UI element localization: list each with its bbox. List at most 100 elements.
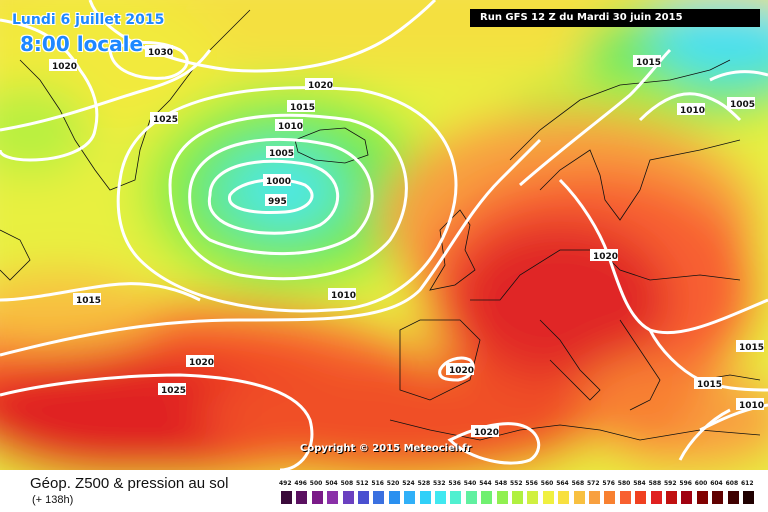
isobar-1010-ne bbox=[638, 92, 742, 122]
legend-swatch bbox=[635, 491, 647, 504]
legend-tick: 592 bbox=[664, 480, 677, 487]
legend-tick: 576 bbox=[602, 480, 615, 487]
legend-swatch bbox=[696, 491, 708, 504]
legend-tick: 492 bbox=[279, 480, 292, 487]
isobar-1020-main bbox=[0, 138, 542, 357]
isobar-1020-west bbox=[0, 18, 99, 162]
scandinavia-coast bbox=[509, 59, 741, 221]
legend-tick: 612 bbox=[741, 480, 754, 487]
legend-swatch bbox=[558, 491, 570, 504]
isobar-label: 1010 bbox=[680, 106, 705, 116]
isobar-label: 1025 bbox=[161, 386, 186, 396]
legend-tick: 596 bbox=[679, 480, 692, 487]
legend-tick: 532 bbox=[433, 480, 446, 487]
isobar-1005-ne bbox=[709, 70, 768, 82]
legend-tick: 512 bbox=[356, 480, 369, 487]
legend-swatch bbox=[512, 491, 523, 504]
legend-tick: 500 bbox=[309, 480, 323, 487]
isobar-label: 1025 bbox=[153, 115, 178, 125]
isobar-1005 bbox=[188, 137, 374, 256]
isobar-label: 1020 bbox=[308, 81, 333, 91]
legend-swatch bbox=[666, 491, 677, 504]
africa-coast bbox=[389, 419, 761, 441]
legend-swatch bbox=[712, 491, 724, 504]
legend-swatch bbox=[542, 491, 554, 504]
weather-map: 1020 1030 1025 1020 1015 1010 1005 1000 … bbox=[0, 0, 768, 470]
legend-swatch bbox=[435, 491, 446, 504]
legend-swatch bbox=[589, 491, 600, 504]
legend-tick: 496 bbox=[294, 480, 307, 487]
legend-swatch bbox=[404, 491, 416, 504]
legend-swatch bbox=[342, 491, 354, 504]
legend-swatch bbox=[619, 491, 631, 504]
legend-tick: 588 bbox=[648, 480, 662, 487]
legend-swatch bbox=[419, 491, 431, 504]
isobar-1030 bbox=[108, 41, 189, 80]
isobar-1010 bbox=[168, 113, 408, 281]
legend-tick: 580 bbox=[617, 480, 631, 487]
isobar-1025-main bbox=[0, 373, 314, 470]
legend-tick: 556 bbox=[525, 480, 538, 487]
legend-swatch bbox=[527, 491, 539, 504]
isobar-label: 1010 bbox=[331, 291, 356, 301]
legend-swatch bbox=[481, 491, 493, 504]
legend-tick: 520 bbox=[386, 480, 400, 487]
legend-swatch bbox=[465, 491, 477, 504]
legend-tick: 548 bbox=[494, 480, 508, 487]
isobar-label: 1015 bbox=[290, 103, 315, 113]
legend-tick: 604 bbox=[710, 480, 723, 487]
uk-coast bbox=[429, 209, 476, 291]
legend-tick: 536 bbox=[448, 480, 461, 487]
legend-range: (+ 138h) bbox=[32, 494, 74, 506]
isobar-label: 1020 bbox=[52, 62, 77, 72]
legend-swatch bbox=[388, 491, 400, 504]
legend-swatch bbox=[296, 491, 308, 504]
isobar-label: 1020 bbox=[474, 428, 499, 438]
legend-tick: 572 bbox=[587, 480, 600, 487]
forecast-hour: 8:00 locale bbox=[20, 32, 144, 56]
legend-tick: 528 bbox=[417, 480, 431, 487]
canada-coast bbox=[0, 229, 31, 281]
legend-tick: 608 bbox=[725, 480, 739, 487]
legend-tick: 504 bbox=[325, 480, 338, 487]
isobar-label: 1015 bbox=[76, 296, 101, 306]
isobar-1020-east bbox=[558, 178, 768, 335]
isobar-label: 1010 bbox=[278, 122, 303, 132]
legend-tick: 524 bbox=[402, 480, 415, 487]
legend-swatch bbox=[327, 491, 339, 504]
isobar-1020-north bbox=[88, 0, 437, 73]
legend-title: Géop. Z500 & pression au sol bbox=[30, 475, 229, 492]
isobar-995 bbox=[228, 178, 314, 214]
isobar-label: 1000 bbox=[266, 177, 291, 187]
isobar-label: 1015 bbox=[739, 343, 764, 353]
legend-swatch bbox=[743, 491, 754, 504]
legend-tick: 544 bbox=[479, 480, 492, 487]
iceland-coast bbox=[294, 127, 369, 164]
legend-tick: 508 bbox=[340, 480, 354, 487]
copyright: Copyright © 2015 Meteociel.fr bbox=[300, 443, 472, 454]
legend-tick: 560 bbox=[540, 480, 554, 487]
isobar-label: 1020 bbox=[593, 252, 618, 262]
isobar-1015 bbox=[116, 86, 458, 313]
legend-tick: 564 bbox=[556, 480, 569, 487]
isobar-1015-se bbox=[678, 408, 731, 461]
legend-swatch bbox=[450, 491, 462, 504]
legend-swatch bbox=[573, 491, 585, 504]
legend-swatch bbox=[604, 491, 616, 504]
legend-tick: 568 bbox=[571, 480, 585, 487]
isobar-label: 1005 bbox=[730, 100, 755, 110]
isobar-1000 bbox=[207, 159, 340, 235]
isobar-labels: 1020 1030 1025 1020 1015 1010 1005 1000 … bbox=[49, 45, 764, 438]
isobar-label: 1020 bbox=[449, 366, 474, 376]
legend-ticks: 492 496 500 504 508 512 516 520 524 528 532 536 540 5… bbox=[279, 480, 755, 492]
legend-swatch bbox=[373, 491, 385, 504]
legend-tick: 600 bbox=[694, 480, 708, 487]
legend-swatch bbox=[281, 491, 292, 504]
legend-tick: 552 bbox=[510, 480, 523, 487]
legend-swatch bbox=[727, 491, 739, 504]
legend-tick: 516 bbox=[371, 480, 384, 487]
forecast-date: Lundi 6 juillet 2015 bbox=[12, 12, 165, 28]
legend-swatch bbox=[358, 491, 369, 504]
isobar-label: 1005 bbox=[269, 149, 294, 159]
